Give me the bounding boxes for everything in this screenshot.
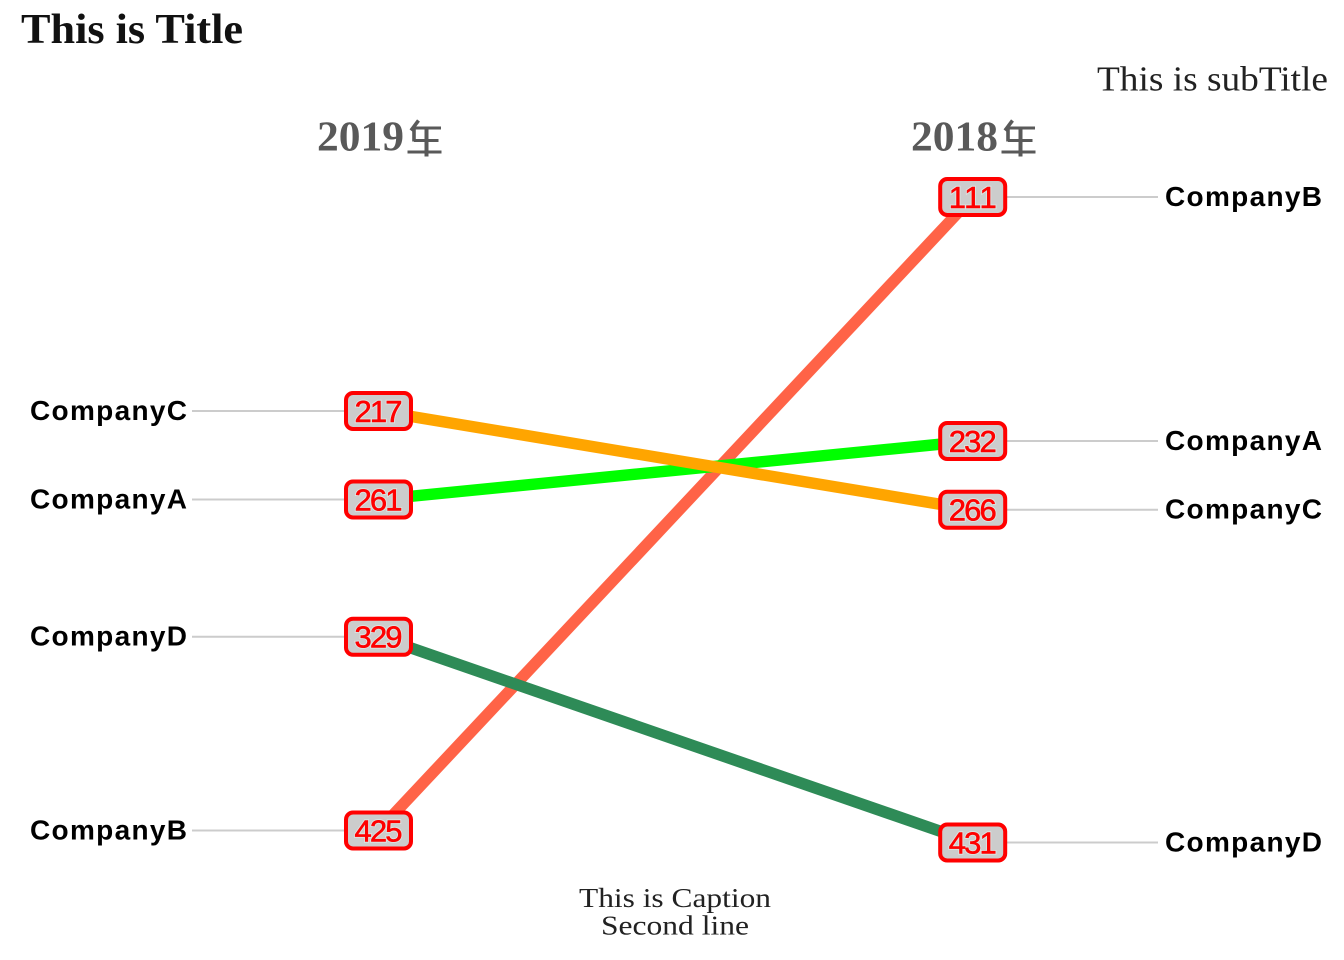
svg-text:425: 425: [355, 814, 403, 849]
svg-text:266: 266: [949, 493, 997, 528]
svg-text:CompanyD: CompanyD: [30, 621, 187, 652]
svg-text:261: 261: [355, 483, 403, 518]
svg-text:Second line: Second line: [601, 910, 749, 940]
svg-text:232: 232: [949, 424, 997, 459]
svg-text:329: 329: [355, 620, 403, 655]
svg-text:266: 266: [949, 493, 997, 528]
svg-text:232: 232: [949, 424, 997, 459]
svg-text:2018: 2018: [911, 115, 998, 161]
svg-text:CompanyB: CompanyB: [1165, 181, 1322, 212]
svg-text:This is subTitle: This is subTitle: [1097, 59, 1328, 98]
svg-text:111: 111: [949, 180, 997, 215]
svg-text:This is Caption: This is Caption: [579, 883, 772, 913]
svg-text:425: 425: [355, 814, 403, 849]
svg-text:431: 431: [949, 826, 997, 861]
svg-text:CompanyC: CompanyC: [30, 395, 187, 426]
svg-text:CompanyA: CompanyA: [1165, 425, 1322, 456]
svg-text:217: 217: [355, 394, 403, 429]
svg-text:CompanyC: CompanyC: [1165, 494, 1322, 525]
svg-text:This is Title: This is Title: [21, 6, 243, 53]
svg-text:111: 111: [949, 180, 997, 215]
svg-text:CompanyD: CompanyD: [1165, 827, 1322, 858]
svg-text:CompanyB: CompanyB: [30, 815, 187, 846]
svg-text:217: 217: [355, 394, 403, 429]
svg-text:329: 329: [355, 620, 403, 655]
svg-text:CompanyA: CompanyA: [30, 484, 187, 515]
svg-text:431: 431: [949, 826, 997, 861]
svg-text:261: 261: [355, 483, 403, 518]
svg-text:2019: 2019: [317, 115, 404, 161]
